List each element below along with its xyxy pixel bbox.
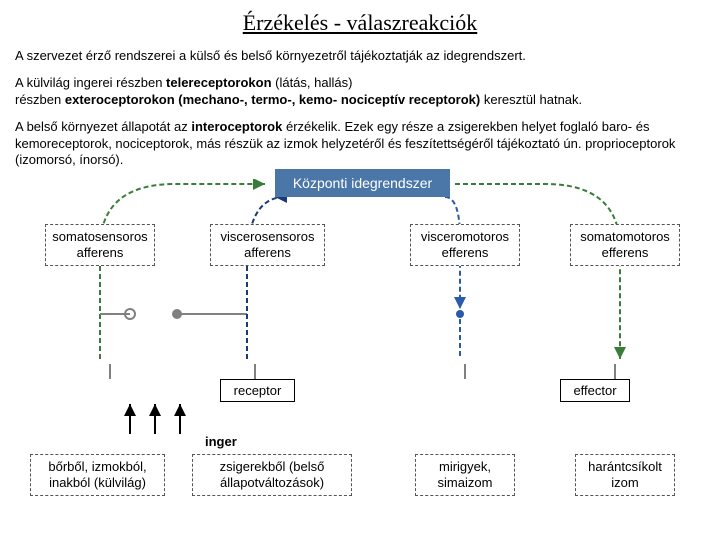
box-somato-afferens: somatosensoros afferens	[45, 224, 155, 265]
receptor-box: receptor	[220, 379, 295, 402]
target-muscle: harántcsíkolt izom	[575, 454, 675, 495]
source-skin: bőrből, izmokból, inakból (külvilág)	[30, 454, 165, 495]
effector-box: effector	[560, 379, 630, 402]
intro-paragraph-1: A szervezet érző rendszerei a külső és b…	[15, 48, 705, 65]
target-glands: mirigyek, simaizom	[415, 454, 515, 495]
intro-paragraph-2: A külvilág ingerei részben telereceptoro…	[15, 75, 705, 109]
page-title: Érzékelés - válaszreakciók	[15, 10, 705, 36]
box-somato-efferens: somatomotoros efferens	[570, 224, 680, 265]
source-viscera: zsigerekből (belső állapotváltozások)	[192, 454, 352, 495]
inger-label: inger	[205, 434, 237, 449]
box-viscero-efferens: visceromotoros efferens	[410, 224, 520, 265]
cns-box: Központi idegrendszer	[275, 169, 450, 197]
box-viscero-afferens: viscerosensoros afferens	[210, 224, 325, 265]
intro-paragraph-3: A belső környezet állapotát az interocep…	[15, 119, 705, 170]
diagram-container: Központi idegrendszer somatosensoros aff…	[15, 179, 705, 489]
